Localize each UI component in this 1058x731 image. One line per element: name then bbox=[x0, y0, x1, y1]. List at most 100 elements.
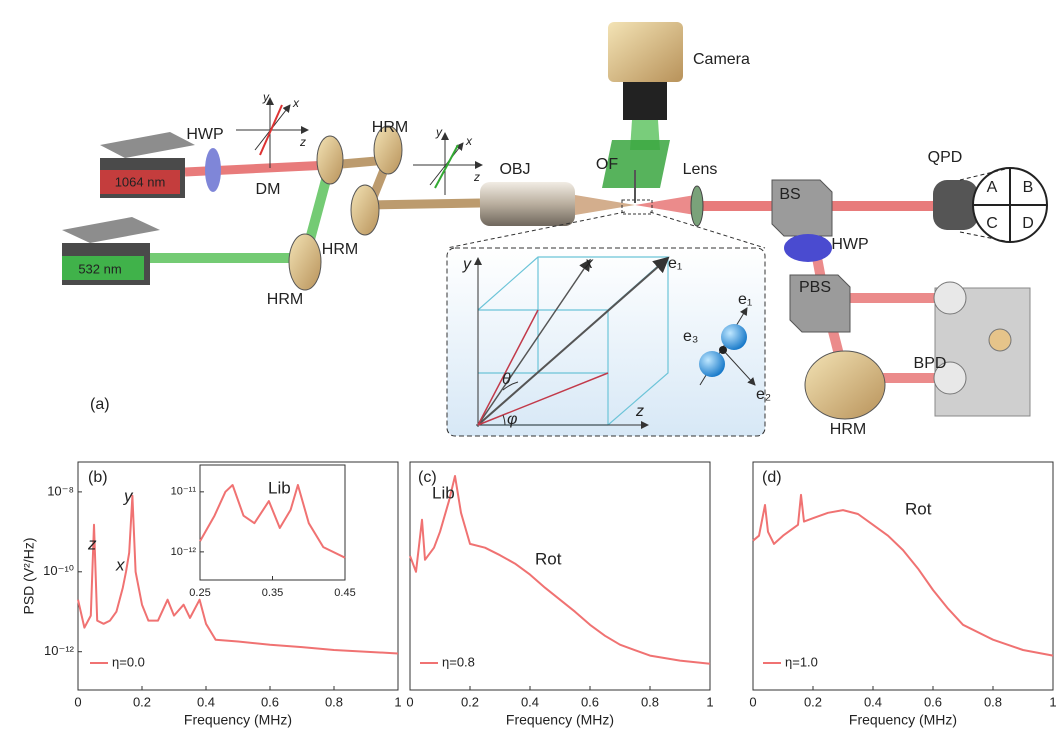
polarization bbox=[435, 145, 458, 188]
photodiode-circuit bbox=[989, 329, 1011, 351]
axis-label: x bbox=[292, 96, 300, 110]
x-tick-label: 0.2 bbox=[133, 694, 151, 709]
x-tick-label: 1 bbox=[1049, 694, 1056, 709]
angle-label: φ bbox=[507, 411, 517, 428]
component-label: QPD bbox=[928, 149, 963, 166]
beam bbox=[575, 195, 635, 215]
component-label: HRM bbox=[267, 291, 303, 308]
mirror bbox=[289, 234, 321, 290]
laser-label: 1064 nm bbox=[115, 174, 166, 189]
legend-label: η=0.0 bbox=[112, 654, 145, 669]
annotation: Rot bbox=[535, 549, 562, 568]
annotation: Rot bbox=[905, 499, 932, 518]
axis-label: x bbox=[465, 134, 473, 148]
y-tick-label: 10⁻⁸ bbox=[47, 483, 74, 498]
x-tick-label: 0.4 bbox=[864, 694, 882, 709]
x-tick-label: 1 bbox=[706, 694, 713, 709]
annotation: y bbox=[123, 486, 134, 505]
zoom-line bbox=[650, 212, 765, 248]
vector-label: e₂ bbox=[756, 386, 771, 403]
camera bbox=[608, 22, 683, 82]
component-label: HRM bbox=[372, 119, 408, 136]
axis-label: y bbox=[262, 90, 270, 104]
quadrant-label: B bbox=[1023, 179, 1034, 196]
component-label: OBJ bbox=[499, 161, 530, 178]
psd-charts: 00.20.40.60.8110⁻⁸10⁻¹⁰10⁻¹²η=0.0zxy(b)F… bbox=[21, 462, 1057, 728]
beam bbox=[635, 195, 695, 215]
axis-label: x bbox=[584, 255, 594, 272]
laser bbox=[100, 132, 195, 158]
figure: (a) 1064 nm 532 nm HWP DM HRM HRM HRM HR… bbox=[0, 0, 1058, 731]
quadrant-detector bbox=[933, 180, 978, 230]
x-tick-label: 0.6 bbox=[924, 694, 942, 709]
y-tick-label: 10⁻¹² bbox=[44, 643, 75, 658]
x-tick-label: 0.6 bbox=[581, 694, 599, 709]
axis-label: z bbox=[635, 403, 644, 420]
x-axis-label: Frequency (MHz) bbox=[506, 712, 614, 728]
x-tick-label: 0.2 bbox=[461, 694, 479, 709]
quadrant-label: C bbox=[986, 215, 998, 232]
component-label: DM bbox=[256, 181, 281, 198]
x-tick-label: 0.25 bbox=[189, 587, 210, 599]
objective bbox=[480, 182, 575, 226]
panel-label: (d) bbox=[762, 469, 782, 486]
inset-box bbox=[447, 248, 765, 436]
x-tick-label: 0 bbox=[74, 694, 81, 709]
y-tick-label: 10⁻¹¹ bbox=[171, 486, 197, 498]
component-label: OF bbox=[596, 156, 618, 173]
photodiode bbox=[934, 282, 966, 314]
vector-label: e₁ bbox=[668, 255, 682, 272]
waveplate bbox=[784, 234, 832, 262]
panel-label: (b) bbox=[88, 469, 108, 486]
x-tick-label: 0 bbox=[406, 694, 413, 709]
x-axis-label: Frequency (MHz) bbox=[184, 712, 292, 728]
axis-label: y bbox=[462, 256, 472, 273]
component-label: HWP bbox=[186, 126, 223, 143]
x-tick-label: 0.4 bbox=[197, 694, 215, 709]
quadrant-label: A bbox=[987, 179, 998, 196]
particle bbox=[699, 351, 725, 377]
x-tick-label: 0.45 bbox=[334, 587, 355, 599]
vector-label: e₃ bbox=[683, 328, 698, 345]
x-tick-label: 1 bbox=[394, 694, 401, 709]
x-tick-label: 0.6 bbox=[261, 694, 279, 709]
laser-label: 532 nm bbox=[78, 261, 121, 276]
mirror bbox=[317, 136, 343, 184]
axis-label: y bbox=[435, 125, 443, 139]
component-label: HRM bbox=[830, 421, 866, 438]
y-tick-label: 10⁻¹⁰ bbox=[43, 563, 74, 578]
legend-label: η=1.0 bbox=[785, 654, 818, 669]
x-tick-label: 0.8 bbox=[325, 694, 343, 709]
setup-diagram: (a) 1064 nm 532 nm HWP DM HRM HRM HRM HR… bbox=[62, 22, 1047, 438]
annotation: x bbox=[115, 555, 125, 574]
x-tick-label: 0.35 bbox=[262, 587, 283, 599]
laser bbox=[62, 217, 160, 243]
quadrant-label: D bbox=[1022, 215, 1034, 232]
annotation: Lib bbox=[432, 483, 455, 502]
y-axis-label: PSD (V²/Hz) bbox=[21, 538, 37, 615]
angle-label: θ bbox=[502, 371, 511, 388]
component-label: HRM bbox=[322, 241, 358, 258]
axis bbox=[430, 143, 463, 185]
x-tick-label: 0.2 bbox=[804, 694, 822, 709]
axis-label: z bbox=[299, 135, 306, 149]
legend-label: η=0.8 bbox=[442, 654, 475, 669]
component-label: Camera bbox=[693, 51, 750, 68]
x-tick-label: 0 bbox=[749, 694, 756, 709]
particle-center bbox=[719, 346, 727, 354]
annotation: Lib bbox=[268, 478, 291, 497]
component-label: PBS bbox=[799, 279, 831, 296]
mirror bbox=[805, 351, 885, 419]
lens bbox=[691, 186, 703, 226]
component-label: HWP bbox=[831, 236, 868, 253]
panel-label: (c) bbox=[418, 469, 437, 486]
x-tick-label: 0.4 bbox=[521, 694, 539, 709]
x-tick-label: 0.8 bbox=[984, 694, 1002, 709]
component-label: BS bbox=[779, 186, 800, 203]
component-label: BPD bbox=[914, 355, 947, 372]
y-tick-label: 10⁻¹² bbox=[171, 546, 197, 558]
x-tick-label: 0.8 bbox=[641, 694, 659, 709]
panel-label: (a) bbox=[90, 396, 110, 413]
mirror bbox=[351, 185, 379, 235]
component-label: Lens bbox=[683, 161, 718, 178]
